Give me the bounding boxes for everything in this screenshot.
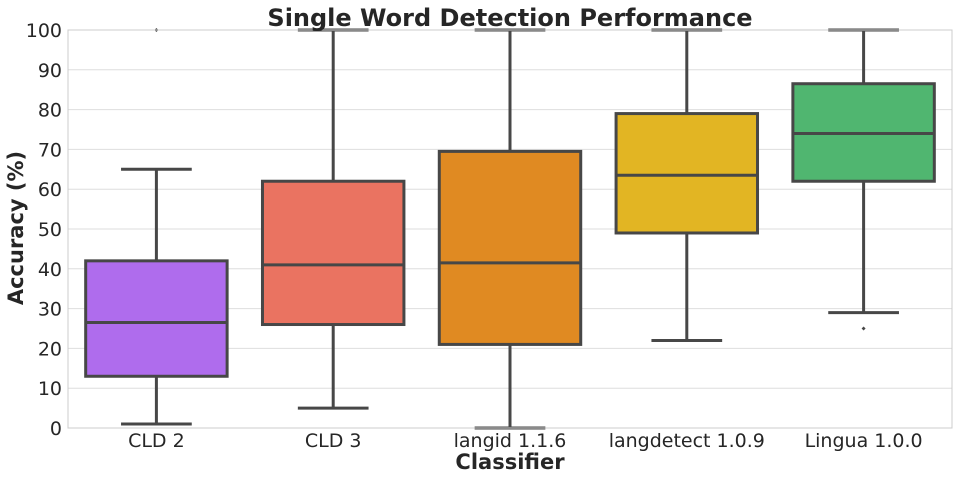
y-tick-label-30: 30	[38, 299, 62, 321]
iqr-box	[437, 149, 583, 346]
plot-frame	[67, 29, 953, 429]
x-tick-label: CLD 2	[128, 430, 185, 452]
y-tick-label-100: 100	[26, 20, 62, 42]
iqr-box	[84, 259, 229, 378]
y-tick-label-80: 80	[38, 100, 62, 122]
box-2	[260, 28, 406, 410]
box-4	[614, 28, 760, 342]
x-axis-label: Classifier	[455, 450, 565, 474]
box-1	[84, 28, 229, 426]
box-3	[437, 28, 583, 430]
y-tick-label-70: 70	[38, 139, 62, 161]
outlier-point	[861, 326, 866, 331]
y-tick-label-40: 40	[38, 259, 62, 281]
y-tick-label-90: 90	[38, 60, 62, 82]
box-5	[791, 28, 936, 331]
y-tick-label-0: 0	[50, 418, 62, 440]
y-tick-label-20: 20	[38, 338, 62, 360]
x-tick-label: langid 1.1.6	[454, 430, 567, 452]
y-tick-label-60: 60	[38, 179, 62, 201]
x-tick-label: CLD 3	[305, 430, 362, 452]
x-tick-label: langdetect 1.0.9	[609, 430, 765, 452]
y-tick-label-50: 50	[38, 219, 62, 241]
iqr-box	[260, 179, 406, 327]
y-tick-labels: 0 10 20 30 40 50 60 70 80 90 100	[26, 20, 62, 440]
y-axis-label: Accuracy (%)	[4, 151, 28, 305]
y-tick-label-10: 10	[38, 378, 62, 400]
box-series	[84, 28, 936, 430]
x-tick-label: Lingua 1.0.0	[805, 430, 923, 452]
chart-title: Single Word Detection Performance	[267, 4, 752, 32]
iqr-box	[614, 112, 760, 235]
x-tick-labels: CLD 2 CLD 3 langid 1.1.6 langdetect 1.0.9 Li…	[128, 430, 923, 452]
